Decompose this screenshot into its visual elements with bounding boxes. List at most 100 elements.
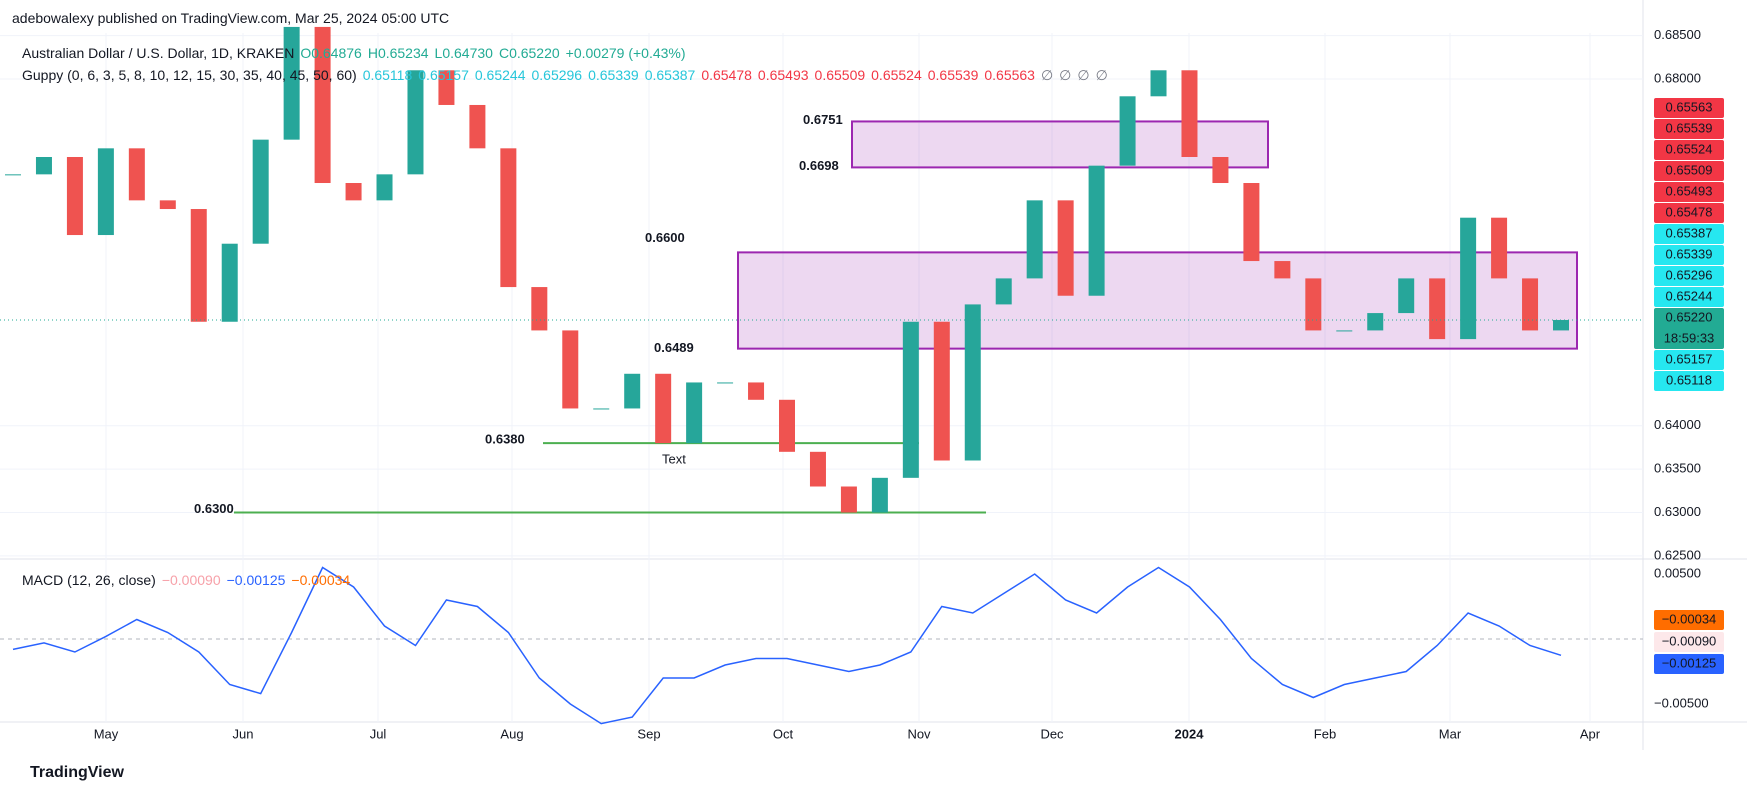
price-badge xyxy=(1654,266,1724,286)
candle xyxy=(902,321,919,478)
candle xyxy=(438,70,455,105)
price-badge-text: 0.65478 xyxy=(1666,204,1713,219)
zone-label: 0.6751 xyxy=(803,112,843,127)
candle xyxy=(655,373,672,444)
candle xyxy=(964,304,981,461)
price-badge-text: 0.65339 xyxy=(1666,246,1713,261)
candle xyxy=(995,278,1012,305)
price-badge-text: 0.65244 xyxy=(1666,288,1713,303)
candle xyxy=(1522,278,1539,331)
guppy-value: 0.65524 xyxy=(871,67,922,83)
x-tick-label: Apr xyxy=(1580,726,1601,741)
candle xyxy=(624,373,641,409)
price-badge xyxy=(1654,287,1724,307)
x-tick-label: Jun xyxy=(233,726,254,741)
candle xyxy=(1026,200,1043,279)
candle xyxy=(1243,183,1260,262)
candle xyxy=(1367,313,1384,331)
candle xyxy=(933,321,950,461)
macd-badge-text: −0.00125 xyxy=(1662,655,1717,670)
candle xyxy=(871,477,888,513)
price-badge xyxy=(1654,350,1724,370)
price-badge xyxy=(1654,245,1724,265)
price-badge xyxy=(1654,224,1724,244)
x-tick-label: Feb xyxy=(1314,726,1336,741)
macd-tick-label: 0.00500 xyxy=(1654,565,1701,580)
price-badge xyxy=(1654,161,1724,181)
x-tick-label: Jul xyxy=(370,726,387,741)
macd-badge xyxy=(1654,632,1724,652)
ohlc-value: C0.65220 xyxy=(498,45,560,61)
zone xyxy=(851,120,1269,169)
zone xyxy=(737,251,1578,350)
y-tick-label: 0.63000 xyxy=(1654,504,1701,519)
candle xyxy=(1181,70,1198,157)
candle xyxy=(190,209,207,322)
candle xyxy=(221,243,238,322)
candle xyxy=(314,26,331,184)
candle xyxy=(1460,217,1477,340)
note: Text xyxy=(662,451,686,466)
macd-tick-label: −0.00500 xyxy=(1654,695,1709,710)
price-badge xyxy=(1654,203,1724,223)
guppy-value: 0.65339 xyxy=(588,67,639,83)
guppy-value: 0.65563 xyxy=(984,67,1035,83)
y-tick-label: 0.68000 xyxy=(1654,70,1701,85)
chart-title: Australian Dollar / U.S. Dollar, 1D, KRA… xyxy=(22,45,295,61)
title-line: Australian Dollar / U.S. Dollar, 1D, KRA… xyxy=(22,45,692,61)
candle xyxy=(1088,165,1105,296)
candle xyxy=(686,382,703,444)
macd-value: −0.00034 xyxy=(291,572,351,588)
macd-line xyxy=(12,566,1562,725)
candle xyxy=(5,174,21,176)
candle xyxy=(809,451,826,487)
candle xyxy=(840,486,857,513)
candle xyxy=(345,183,362,201)
macd-badge xyxy=(1654,610,1724,630)
y-tick-label: 0.63500 xyxy=(1654,461,1701,476)
candle xyxy=(159,200,176,210)
guppy-value: 0.65118 xyxy=(362,67,413,83)
price-badge-text: 0.65118 xyxy=(1666,372,1712,387)
guppy-value: 0.65296 xyxy=(531,67,583,83)
x-tick-label: Dec xyxy=(1040,726,1064,741)
macd-badge-text: −0.00090 xyxy=(1662,633,1717,648)
candle xyxy=(779,399,795,452)
price-badge-text: 0.65157 xyxy=(1666,351,1713,366)
macd-badge xyxy=(1654,654,1724,674)
price-badge xyxy=(1654,98,1724,118)
candle xyxy=(1429,278,1446,340)
guppy-value: ∅ xyxy=(1059,67,1072,83)
candle xyxy=(717,382,734,384)
guppy-line: Guppy (0, 6, 3, 5, 8, 10, 12, 15, 30, 35… xyxy=(22,67,1114,84)
guppy-value: 0.65539 xyxy=(927,67,979,83)
publisher: adebowalexy published on TradingView.com… xyxy=(12,10,450,26)
guppy-value: ∅ xyxy=(1040,67,1054,83)
macd-label: MACD (12, 26, close) xyxy=(22,572,156,588)
y-tick-label: 0.62500 xyxy=(1654,547,1701,562)
y-tick-label: 0.68500 xyxy=(1654,27,1701,42)
guppy-value: 0.65509 xyxy=(814,67,866,83)
price-badge xyxy=(1654,182,1724,202)
candle xyxy=(128,148,145,201)
macd-value: −0.00125 xyxy=(226,572,286,588)
y-tick-label: 0.64000 xyxy=(1654,417,1701,432)
price-badge-text: 0.65524 xyxy=(1666,141,1713,156)
guppy-value: ∅ xyxy=(1095,67,1108,83)
x-tick-label: Nov xyxy=(907,726,931,741)
candle xyxy=(1057,200,1074,296)
candle xyxy=(1305,278,1322,331)
guppy-value: 0.65244 xyxy=(474,67,526,83)
guppy-value: 0.65157 xyxy=(418,67,469,83)
guppy-value: 0.65493 xyxy=(757,67,809,83)
x-tick-label: May xyxy=(94,726,119,741)
candle xyxy=(97,148,114,236)
ohlc-value: +0.00279 (+0.43%) xyxy=(565,45,686,61)
ohlc-value: L0.64730 xyxy=(434,45,493,61)
zone-label: 0.6698 xyxy=(799,158,839,173)
candle xyxy=(407,70,424,175)
candle xyxy=(252,139,269,244)
price-badge-text: 0.65493 xyxy=(1666,183,1713,198)
